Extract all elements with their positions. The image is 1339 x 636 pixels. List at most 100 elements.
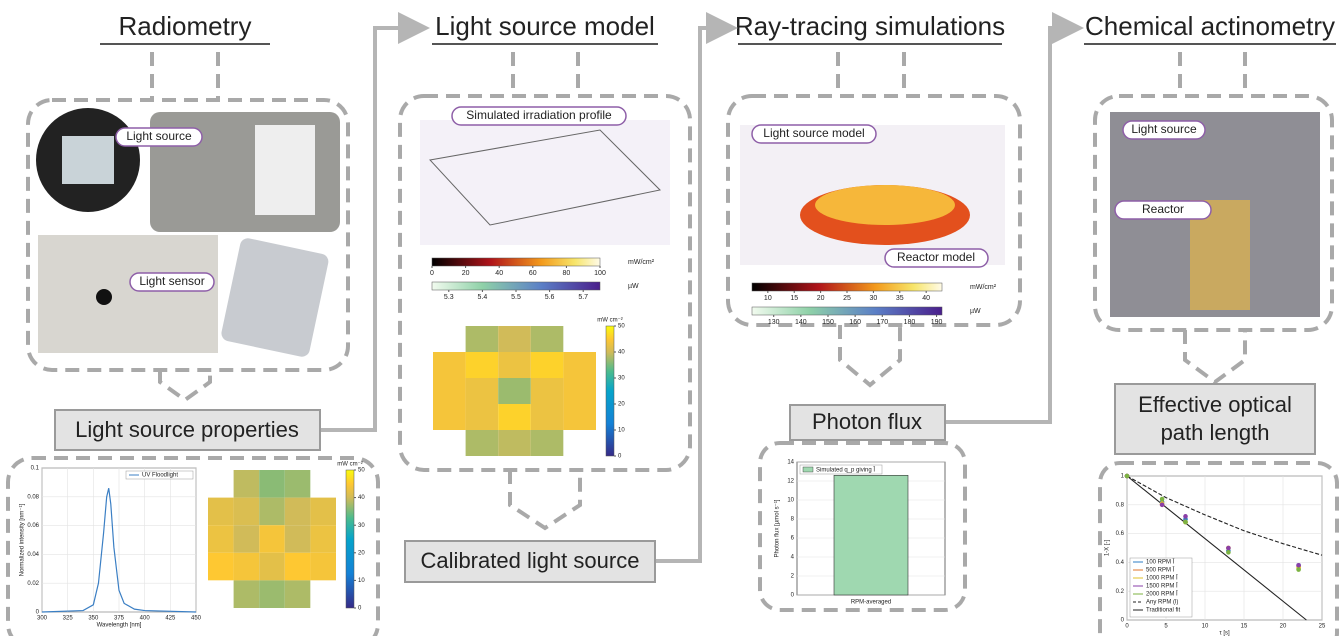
- colorbar-tick-label: 10: [618, 428, 625, 434]
- heatmap-cell: [310, 525, 336, 553]
- y-tick-label: 0.2: [1116, 589, 1125, 595]
- heatmap-cell: [531, 404, 564, 430]
- colorbar-tick-label: 5.4: [478, 294, 488, 301]
- heatmap-cell: [259, 553, 285, 581]
- colorbar-tick-label: 40: [922, 295, 930, 302]
- heatmap-cell: [563, 430, 596, 456]
- y-tick-label: 2: [791, 574, 795, 580]
- heatmap-cell: [285, 498, 311, 526]
- heatmap-cell: [498, 352, 531, 378]
- y-axis-label: Photon flux [µmol s⁻¹]: [775, 499, 781, 557]
- y-tick-label: 14: [787, 460, 794, 466]
- photos: [36, 108, 1320, 358]
- colorbar-tick-label: 100: [594, 270, 606, 277]
- colorbar-tick-label: 40: [358, 495, 365, 501]
- y-tick-label: 0.4: [1116, 560, 1125, 566]
- x-tick-label: 425: [165, 616, 176, 622]
- point: [1183, 520, 1188, 525]
- x-axis-label: τ [s]: [1219, 631, 1230, 636]
- heatmap-cell: [433, 326, 466, 352]
- heatmap-cell: [310, 580, 336, 608]
- legend-label: 1000 RPM Ī: [1146, 575, 1178, 582]
- diagram: Radiometry Light source model Ray-tracin…: [0, 0, 1339, 636]
- colorbar-tick-label: 20: [817, 295, 825, 302]
- y-tick-label: 12: [787, 479, 794, 485]
- feed-arrows: [320, 28, 1072, 561]
- callout: Light source model: [763, 126, 864, 140]
- heatmap-cell: [498, 326, 531, 352]
- colorbar-tick-label: 30: [358, 523, 365, 529]
- legend-label: 1500 RPM Ī: [1146, 583, 1178, 590]
- heatmap-cell: [531, 352, 564, 378]
- heatmap-cell: [466, 430, 499, 456]
- colorbar-tick-label: 5.7: [578, 294, 588, 301]
- colorbar-tick-label: 0: [618, 454, 622, 460]
- x-tick-label: 325: [63, 616, 74, 622]
- colorbar-tick-label: 0: [430, 270, 434, 277]
- x-tick-label: 15: [1241, 624, 1248, 630]
- colorbar-tick-label: 60: [529, 270, 537, 277]
- heatmap-cell: [310, 498, 336, 526]
- heatmap-cell: [531, 326, 564, 352]
- colorbar-tick-label: 170: [876, 319, 888, 326]
- y-tick-label: 0: [1121, 618, 1125, 624]
- colorbar-label: mW/cm²: [970, 284, 997, 291]
- y-tick-label: 0.04: [27, 552, 39, 558]
- y-tick-label: 0.08: [27, 494, 39, 500]
- colorbar-tick-label: 20: [462, 270, 470, 277]
- colorbar-label: mW/cm²: [628, 259, 655, 266]
- callout: Simulated irradiation profile: [466, 108, 612, 122]
- heatmap-cell: [208, 525, 234, 553]
- legend-swatch: [803, 467, 813, 472]
- figure: Radiometry Light source model Ray-tracin…: [0, 0, 1339, 636]
- y-axis-label: 1-X [-]: [1105, 540, 1111, 557]
- heatmap-cell: [466, 326, 499, 352]
- colorbar-tick-label: 50: [618, 324, 625, 330]
- x-tick-label: 400: [140, 616, 151, 622]
- y-tick-label: 1: [1121, 474, 1125, 480]
- callout: Light source: [1131, 122, 1197, 136]
- colorbar-tick-label: 5.5: [511, 294, 521, 301]
- stage-title: Chemical actinometry: [1085, 11, 1335, 41]
- heatmap-cell: [259, 580, 285, 608]
- output-label: Calibrated light source: [421, 548, 640, 573]
- heatmap-cell: [563, 378, 596, 404]
- colorbar-tick-label: 0: [358, 606, 362, 612]
- colorbar-tick-label: 35: [896, 295, 904, 302]
- heatmap-cell: [259, 470, 285, 498]
- y-tick-label: 0.8: [1116, 502, 1125, 508]
- point: [1296, 567, 1301, 572]
- colorbar: [432, 282, 600, 290]
- x-tick-label: 0: [1125, 624, 1129, 630]
- heatmap-cell: [234, 553, 260, 581]
- point: [1226, 550, 1231, 555]
- heatmap-cell: [285, 553, 311, 581]
- heatmap-cell: [310, 470, 336, 498]
- colorbar: [752, 307, 942, 315]
- legend-label: Simulated q_p giving Ī: [816, 467, 875, 474]
- y-tick-label: 8: [791, 517, 795, 523]
- heatmap-cell: [234, 580, 260, 608]
- colorbar-tick-label: 80: [563, 270, 571, 277]
- heatmap-cell: [466, 404, 499, 430]
- colorbar-tick-label: 5.6: [545, 294, 555, 301]
- heatmap-cell: [285, 525, 311, 553]
- heatmap-cell: [531, 378, 564, 404]
- heatmap-cell: [563, 404, 596, 430]
- colorbar-tick-label: 140: [795, 319, 807, 326]
- colorbar-tick-label: 25: [843, 295, 851, 302]
- legend-label: UV Floodlight: [142, 473, 178, 479]
- point: [1226, 546, 1231, 551]
- heatmap-cell: [234, 498, 260, 526]
- colorbar-tick-label: 10: [764, 295, 772, 302]
- legend-label: 2000 RPM Ī: [1146, 591, 1178, 598]
- heatmap-cell: [466, 378, 499, 404]
- colorbar-tick-label: 30: [618, 376, 625, 382]
- colorbar-tick-label: 30: [869, 295, 877, 302]
- colorbar-tick-label: 190: [931, 319, 943, 326]
- heatmap-cell: [466, 352, 499, 378]
- heatmap-cell: [234, 470, 260, 498]
- y-tick-label: 0.6: [1116, 531, 1125, 537]
- heatmap-cell: [498, 404, 531, 430]
- x-tick-label: 350: [88, 616, 99, 622]
